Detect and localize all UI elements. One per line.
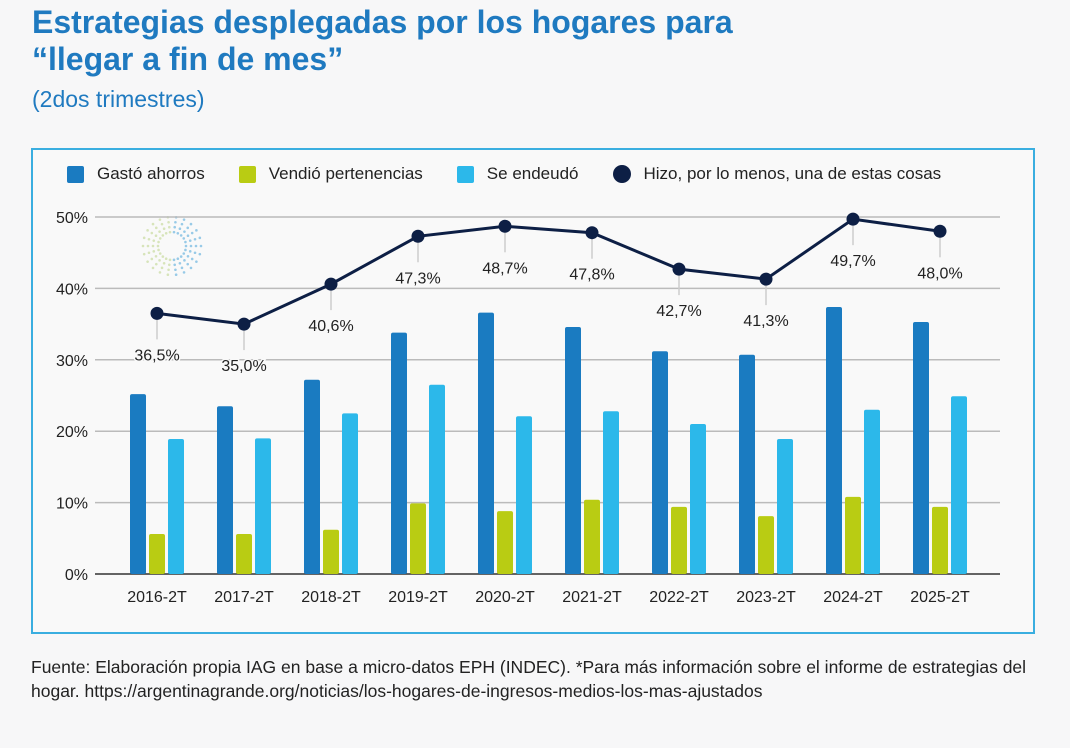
bar-0: [478, 312, 494, 574]
legend-label: Gastó ahorros: [97, 164, 205, 183]
legend-swatch: [456, 165, 474, 183]
data-label: 49,7%: [830, 253, 875, 270]
bar-2: [777, 439, 793, 574]
line-series: [156, 217, 941, 326]
y-tick-label: 50%: [56, 210, 88, 227]
y-tick-label: 0%: [65, 567, 88, 584]
legend-item-hizo: Hizo, por lo menos, una de estas cosas: [612, 164, 942, 184]
bar-0: [391, 332, 407, 574]
legend-label: Se endeudó: [486, 164, 579, 183]
x-tick-label: 2020-2T: [475, 589, 535, 606]
x-tick-label: 2024-2T: [823, 589, 883, 606]
bar-0: [826, 306, 842, 574]
bar-0: [652, 351, 668, 574]
bar-1: [932, 506, 948, 574]
line-point: [585, 226, 599, 240]
line-point: [237, 317, 251, 331]
line-point: [846, 212, 860, 226]
bar-2: [516, 416, 532, 574]
data-label: 48,0%: [917, 265, 962, 282]
legend-item-gasto: Gastó ahorros: [67, 164, 205, 184]
legend-swatch: [67, 165, 84, 183]
y-tick-label: 40%: [56, 281, 88, 298]
bar-2: [255, 438, 271, 574]
y-tick-label: 20%: [56, 424, 88, 441]
logo-icon: [141, 215, 203, 277]
bar-2: [342, 413, 358, 574]
x-tick-label: 2025-2T: [910, 589, 970, 606]
bar-2: [603, 411, 619, 574]
bar-2: [690, 424, 706, 574]
x-tick-label: 2017-2T: [214, 589, 274, 606]
legend-item-vendio: Vendió pertenencias: [238, 164, 423, 184]
data-label: 47,3%: [395, 270, 440, 287]
bar-1: [410, 503, 426, 574]
legend-item-endeudo: Se endeudó: [456, 164, 579, 184]
legend-marker: [612, 165, 631, 183]
line-point: [759, 272, 773, 286]
bar-1: [845, 496, 861, 574]
x-tick-label: 2018-2T: [301, 589, 361, 606]
chart-subtitle: (2dos trimestres): [32, 86, 205, 112]
data-label: 47,8%: [569, 267, 614, 284]
x-tick-label: 2022-2T: [649, 589, 709, 606]
bar-1: [149, 534, 165, 574]
data-label: 35,0%: [221, 358, 266, 375]
data-label: 41,3%: [743, 313, 788, 330]
bar-0: [913, 321, 929, 574]
bar-0: [130, 394, 146, 574]
bar-0: [739, 354, 755, 574]
bar-0: [217, 406, 233, 574]
bar-1: [236, 534, 252, 574]
legend-label: Vendió pertenencias: [268, 164, 423, 183]
line-point: [150, 306, 164, 320]
chart-title: Estrategias desplegadas por los hogares …: [32, 4, 733, 77]
bar-2: [168, 439, 184, 574]
data-label: 40,6%: [308, 318, 353, 335]
legend: Gastó ahorros Vendió pertenencias Se end…: [67, 164, 975, 184]
bar-0: [304, 379, 320, 574]
line-point: [324, 277, 338, 291]
bar-1: [671, 506, 687, 574]
line-point: [672, 262, 686, 276]
line-point: [411, 229, 425, 243]
source-note: Fuente: Elaboración propia IAG en base a…: [31, 657, 1027, 701]
x-tick-label: 2019-2T: [388, 589, 448, 606]
bar-1: [323, 529, 339, 574]
y-tick-label: 10%: [56, 496, 88, 513]
bar-1: [758, 516, 774, 574]
bar-2: [864, 409, 880, 574]
y-tick-label: 30%: [56, 353, 88, 370]
bar-0: [565, 326, 581, 574]
bar-2: [429, 384, 445, 574]
legend-label: Hizo, por lo menos, una de estas cosas: [643, 164, 942, 183]
bar-1: [584, 499, 600, 574]
data-label: 42,7%: [656, 303, 701, 320]
x-tick-label: 2021-2T: [562, 589, 622, 606]
x-tick-label: 2016-2T: [127, 589, 187, 606]
data-label: 36,5%: [134, 347, 179, 364]
line-point: [933, 224, 947, 238]
legend-swatch: [238, 165, 256, 183]
line-point: [498, 219, 512, 233]
x-tick-label: 2023-2T: [736, 589, 796, 606]
data-label: 48,7%: [482, 260, 527, 277]
bar-1: [497, 511, 513, 574]
bar-2: [951, 396, 967, 574]
